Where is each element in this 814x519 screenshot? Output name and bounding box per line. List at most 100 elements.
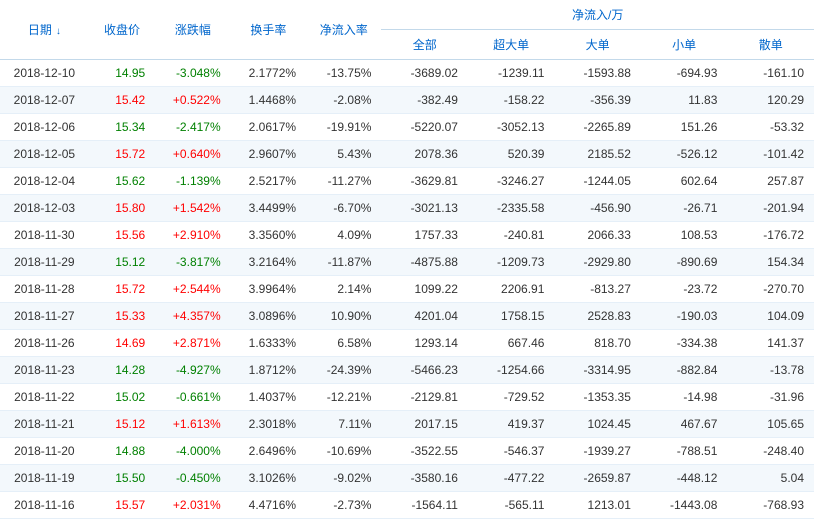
header-all[interactable]: 全部 (381, 30, 467, 60)
cell-large: -456.90 (554, 195, 640, 222)
cell-date: 2018-11-21 (0, 411, 89, 438)
cell-date: 2018-11-30 (0, 222, 89, 249)
cell-close: 15.72 (89, 141, 156, 168)
cell-close: 15.57 (89, 492, 156, 519)
cell-large: -356.39 (554, 87, 640, 114)
cell-date: 2018-11-22 (0, 384, 89, 411)
table-row: 2018-11-2815.72+2.544%3.9964%2.14%1099.2… (0, 276, 814, 303)
cell-inflow-rate: 6.58% (306, 330, 381, 357)
table-row: 2018-11-1915.50-0.450%3.1026%-9.02%-3580… (0, 465, 814, 492)
cell-date: 2018-12-10 (0, 60, 89, 87)
header-turnover[interactable]: 换手率 (231, 0, 306, 60)
cell-all: -3580.16 (381, 465, 467, 492)
cell-inflow-rate: -6.70% (306, 195, 381, 222)
header-date[interactable]: 日期 ↓ (0, 0, 89, 60)
cell-retail: 141.37 (727, 330, 814, 357)
cell-all: 1293.14 (381, 330, 467, 357)
cell-all: 4201.04 (381, 303, 467, 330)
cell-change: -2.417% (155, 114, 230, 141)
cell-xlarge: -240.81 (468, 222, 554, 249)
cell-inflow-rate: 7.11% (306, 411, 381, 438)
header-large[interactable]: 大单 (554, 30, 640, 60)
cell-all: -1564.11 (381, 492, 467, 519)
header-date-label: 日期 (28, 23, 52, 37)
cell-date: 2018-11-27 (0, 303, 89, 330)
cell-turnover: 3.9964% (231, 276, 306, 303)
cell-change: -3.817% (155, 249, 230, 276)
cell-large: 1024.45 (554, 411, 640, 438)
cell-small: -882.84 (641, 357, 727, 384)
header-inflow-group: 净流入/万 (381, 0, 814, 30)
cell-small: -23.72 (641, 276, 727, 303)
table-row: 2018-12-0615.34-2.417%2.0617%-19.91%-522… (0, 114, 814, 141)
cell-inflow-rate: -2.08% (306, 87, 381, 114)
cell-close: 15.12 (89, 411, 156, 438)
cell-change: -1.139% (155, 168, 230, 195)
cell-close: 15.62 (89, 168, 156, 195)
table-row: 2018-11-1615.57+2.031%4.4716%-2.73%-1564… (0, 492, 814, 519)
header-xlarge[interactable]: 超大单 (468, 30, 554, 60)
table-row: 2018-11-2715.33+4.357%3.0896%10.90%4201.… (0, 303, 814, 330)
cell-retail: -13.78 (727, 357, 814, 384)
cell-turnover: 3.1026% (231, 465, 306, 492)
cell-all: -4875.88 (381, 249, 467, 276)
cell-xlarge: -477.22 (468, 465, 554, 492)
cell-turnover: 2.3018% (231, 411, 306, 438)
cell-retail: 104.09 (727, 303, 814, 330)
cell-turnover: 1.4468% (231, 87, 306, 114)
cell-change: +0.522% (155, 87, 230, 114)
cell-large: 1213.01 (554, 492, 640, 519)
sort-desc-icon: ↓ (56, 26, 61, 37)
cell-date: 2018-12-03 (0, 195, 89, 222)
cell-inflow-rate: -12.21% (306, 384, 381, 411)
cell-change: +1.542% (155, 195, 230, 222)
cell-turnover: 2.5217% (231, 168, 306, 195)
cell-close: 15.34 (89, 114, 156, 141)
table-row: 2018-11-2215.02-0.661%1.4037%-12.21%-212… (0, 384, 814, 411)
cell-inflow-rate: 4.09% (306, 222, 381, 249)
cell-inflow-rate: -11.87% (306, 249, 381, 276)
cell-small: -448.12 (641, 465, 727, 492)
table-body: 2018-12-1014.95-3.048%2.1772%-13.75%-368… (0, 60, 814, 519)
cell-retail: 120.29 (727, 87, 814, 114)
table-row: 2018-11-2014.88-4.000%2.6496%-10.69%-352… (0, 438, 814, 465)
cell-inflow-rate: -9.02% (306, 465, 381, 492)
cell-inflow-rate: -24.39% (306, 357, 381, 384)
cell-all: 2078.36 (381, 141, 467, 168)
cell-xlarge: 2206.91 (468, 276, 554, 303)
cell-close: 14.95 (89, 60, 156, 87)
header-retail[interactable]: 散单 (727, 30, 814, 60)
header-inflow-rate[interactable]: 净流入率 (306, 0, 381, 60)
cell-turnover: 3.3560% (231, 222, 306, 249)
header-change[interactable]: 涨跌幅 (155, 0, 230, 60)
table-row: 2018-11-3015.56+2.910%3.3560%4.09%1757.3… (0, 222, 814, 249)
cell-xlarge: 419.37 (468, 411, 554, 438)
cell-change: -4.927% (155, 357, 230, 384)
cell-large: 818.70 (554, 330, 640, 357)
cell-retail: 154.34 (727, 249, 814, 276)
cell-close: 14.69 (89, 330, 156, 357)
table-row: 2018-12-0315.80+1.542%3.4499%-6.70%-3021… (0, 195, 814, 222)
cell-date: 2018-11-16 (0, 492, 89, 519)
cell-inflow-rate: -11.27% (306, 168, 381, 195)
cell-retail: -248.40 (727, 438, 814, 465)
cell-large: -1939.27 (554, 438, 640, 465)
header-small[interactable]: 小单 (641, 30, 727, 60)
cell-change: +0.640% (155, 141, 230, 168)
cell-date: 2018-11-23 (0, 357, 89, 384)
cell-retail: 105.65 (727, 411, 814, 438)
cell-close: 15.80 (89, 195, 156, 222)
cell-xlarge: -3052.13 (468, 114, 554, 141)
cell-large: -1353.35 (554, 384, 640, 411)
header-close[interactable]: 收盘价 (89, 0, 156, 60)
cell-small: -526.12 (641, 141, 727, 168)
table-row: 2018-11-2115.12+1.613%2.3018%7.11%2017.1… (0, 411, 814, 438)
cell-close: 14.88 (89, 438, 156, 465)
cell-date: 2018-11-29 (0, 249, 89, 276)
cell-all: -3689.02 (381, 60, 467, 87)
cell-change: +2.871% (155, 330, 230, 357)
cell-change: +2.544% (155, 276, 230, 303)
table-row: 2018-12-0415.62-1.139%2.5217%-11.27%-362… (0, 168, 814, 195)
cell-retail: -31.96 (727, 384, 814, 411)
cell-all: -382.49 (381, 87, 467, 114)
